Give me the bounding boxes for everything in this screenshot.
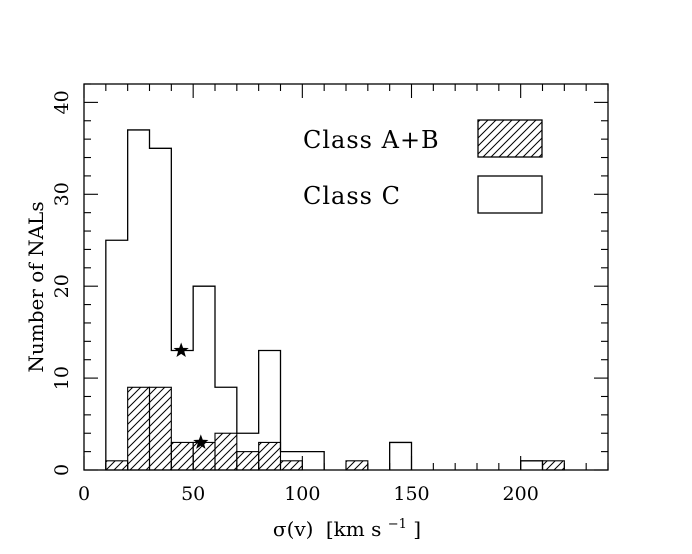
class-ab-bar	[541, 460, 565, 471]
class-ab-bar	[148, 386, 172, 471]
class-ab-bar	[258, 441, 282, 471]
axis-ticks	[83, 83, 609, 471]
x-tick-label: 100	[284, 483, 320, 505]
y-tick-label: 40	[51, 90, 73, 114]
class-ab-bar	[279, 460, 303, 471]
class-ab-bar	[170, 441, 194, 471]
y-tick-label: 20	[51, 274, 73, 298]
legend-label-class-c: Class C	[303, 182, 401, 210]
star-markers	[173, 342, 209, 449]
legend-swatch-class-ab	[477, 119, 543, 158]
y-axis-label: Number of NALs	[24, 201, 48, 372]
y-tick-labels: 0 10 20 30 40	[51, 90, 73, 476]
x-tick-label: 50	[181, 483, 205, 505]
class-ab-bars	[105, 386, 565, 471]
y-tick-label: 10	[51, 366, 73, 390]
x-tick-labels: 0 50 100 150 200	[78, 483, 539, 505]
class-ab-bar	[345, 460, 369, 471]
class-ab-bar	[105, 460, 129, 471]
x-axis-label: σ(v) [km s −1 ]	[273, 509, 421, 541]
y-tick-label: 30	[51, 182, 73, 206]
legend-label-class-ab: Class A+B	[303, 126, 440, 154]
x-tick-label: 0	[78, 483, 90, 505]
y-tick-label: 0	[51, 464, 73, 476]
class-ab-bar	[127, 386, 151, 471]
star-marker	[193, 434, 209, 449]
legend: Class A+B Class C	[303, 119, 543, 214]
star-marker	[173, 342, 189, 357]
class-ab-bar	[236, 451, 260, 471]
class-ab-bar	[214, 432, 238, 471]
x-tick-label: 150	[393, 483, 429, 505]
legend-swatch-class-c	[477, 175, 543, 214]
x-tick-label: 200	[503, 483, 539, 505]
